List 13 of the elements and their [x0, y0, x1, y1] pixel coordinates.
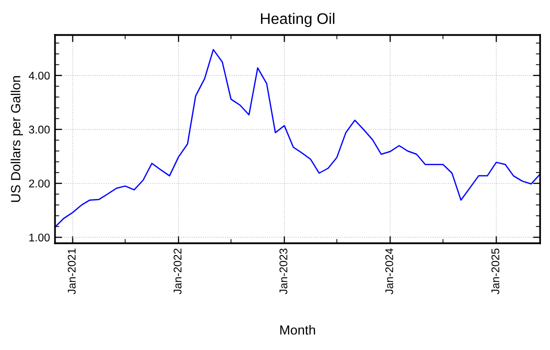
x-tick-label: Jan-2022: [174, 248, 182, 294]
y-tick-label: 2.00: [29, 180, 50, 188]
y-tick-label: 4.00: [28, 72, 50, 80]
y-tick-label: 3.00: [28, 126, 50, 134]
line-series: [55, 48, 540, 228]
x-tick-label: Jan-2021: [68, 248, 76, 294]
y-tick-label: 1.00: [29, 234, 50, 242]
x-tick-label: Jan-2024: [385, 248, 394, 294]
y-axis-title: US Dollars per Gallon: [10, 76, 23, 202]
x-axis-title: Month: [280, 324, 316, 335]
x-tick-label: Jan-2023: [279, 248, 288, 294]
chart-title: Heating Oil: [261, 12, 334, 28]
x-tick-label: Jan-2025: [491, 248, 500, 294]
